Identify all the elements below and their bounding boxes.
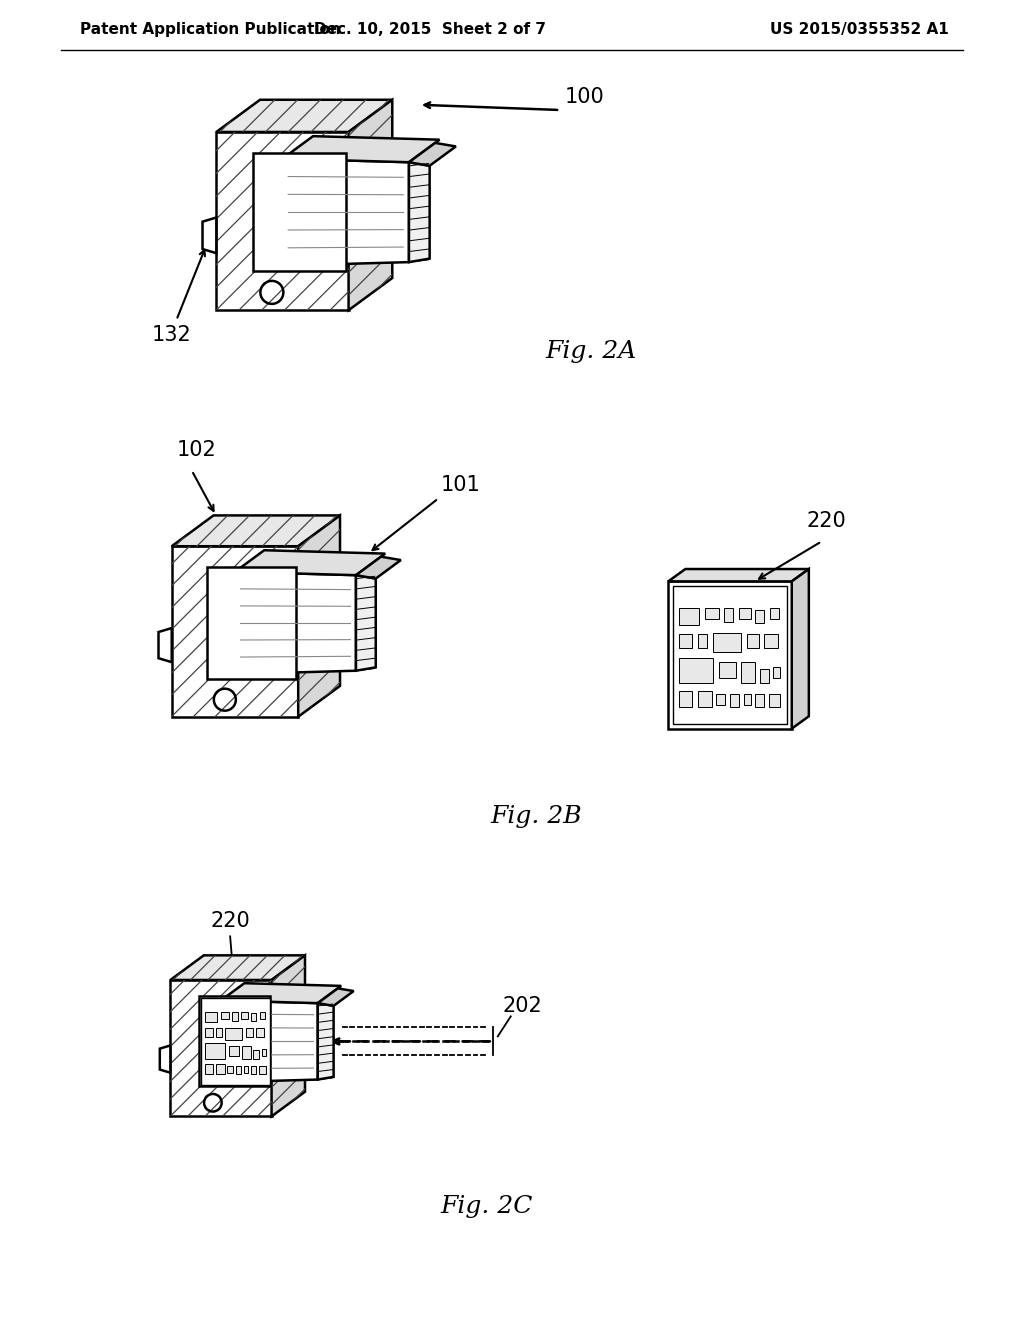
Text: Fig. 2C: Fig. 2C (440, 1195, 532, 1218)
Bar (241, 1012, 248, 1019)
Polygon shape (234, 550, 385, 576)
Text: 220: 220 (807, 511, 847, 532)
Bar (251, 1065, 256, 1074)
Polygon shape (669, 581, 792, 729)
Text: 202: 202 (503, 997, 543, 1016)
Bar (755, 610, 764, 623)
Bar (259, 1065, 265, 1074)
Bar (261, 1049, 265, 1056)
Bar (679, 635, 692, 648)
Bar (244, 1065, 248, 1073)
Bar (770, 609, 779, 619)
Bar (741, 661, 755, 682)
Text: 102: 102 (177, 441, 216, 461)
Bar (673, 586, 787, 723)
Polygon shape (159, 628, 172, 663)
Bar (698, 690, 712, 708)
Bar (216, 1064, 224, 1074)
Bar (259, 1012, 265, 1019)
Bar (220, 1012, 228, 1019)
Text: Dec. 10, 2015  Sheet 2 of 7: Dec. 10, 2015 Sheet 2 of 7 (314, 22, 546, 37)
Bar (216, 1028, 222, 1038)
Polygon shape (203, 218, 216, 253)
Bar (205, 1028, 213, 1038)
Polygon shape (283, 136, 439, 162)
Bar (227, 1065, 232, 1073)
Polygon shape (298, 515, 340, 717)
Bar (253, 1049, 259, 1059)
Polygon shape (356, 557, 400, 578)
Bar (760, 669, 769, 682)
Polygon shape (216, 132, 348, 310)
Text: Patent Application Publication: Patent Application Publication (80, 22, 341, 37)
Bar (717, 693, 725, 705)
Bar (246, 1028, 253, 1038)
Bar (730, 693, 739, 708)
Bar (679, 690, 692, 708)
Text: 220: 220 (210, 911, 250, 932)
Bar (251, 1012, 256, 1022)
Bar (773, 668, 780, 678)
Text: US 2015/0355352 A1: US 2015/0355352 A1 (770, 22, 949, 37)
Polygon shape (207, 566, 296, 680)
Polygon shape (199, 997, 269, 1086)
Polygon shape (348, 100, 392, 310)
Polygon shape (170, 979, 271, 1117)
Bar (748, 635, 759, 648)
Bar (256, 1028, 264, 1038)
Polygon shape (792, 569, 809, 729)
Bar (743, 693, 751, 705)
Polygon shape (160, 1045, 170, 1073)
Bar (228, 1045, 239, 1056)
Bar (236, 1065, 241, 1074)
Bar (713, 634, 741, 652)
Bar (705, 609, 719, 619)
Bar (202, 998, 269, 1085)
Bar (243, 1045, 251, 1059)
Text: 100: 100 (565, 87, 605, 107)
Text: Fig. 2A: Fig. 2A (545, 341, 636, 363)
Bar (205, 1043, 225, 1059)
Polygon shape (317, 989, 353, 1006)
Polygon shape (669, 569, 809, 581)
Text: Fig. 2B: Fig. 2B (490, 805, 582, 828)
Polygon shape (172, 515, 340, 546)
Bar (232, 1012, 238, 1020)
Text: 132: 132 (152, 325, 191, 346)
Bar (679, 609, 699, 624)
Polygon shape (172, 546, 298, 717)
Polygon shape (216, 100, 392, 132)
Bar (205, 1064, 213, 1074)
Polygon shape (170, 956, 305, 979)
Bar (225, 1027, 243, 1040)
Polygon shape (356, 576, 376, 671)
Bar (698, 635, 708, 648)
Bar (755, 693, 764, 708)
Bar (739, 609, 751, 619)
Polygon shape (221, 983, 341, 1003)
Bar (719, 661, 735, 678)
Polygon shape (317, 1003, 334, 1080)
Bar (769, 693, 780, 708)
Polygon shape (221, 1001, 317, 1082)
Text: 101: 101 (440, 475, 480, 495)
Polygon shape (234, 572, 356, 675)
Bar (764, 635, 778, 648)
Bar (205, 1012, 217, 1022)
Polygon shape (409, 162, 430, 263)
Polygon shape (253, 153, 346, 271)
Bar (679, 657, 713, 682)
Bar (724, 609, 733, 622)
Polygon shape (271, 956, 305, 1117)
Polygon shape (409, 143, 456, 166)
Polygon shape (283, 158, 409, 265)
